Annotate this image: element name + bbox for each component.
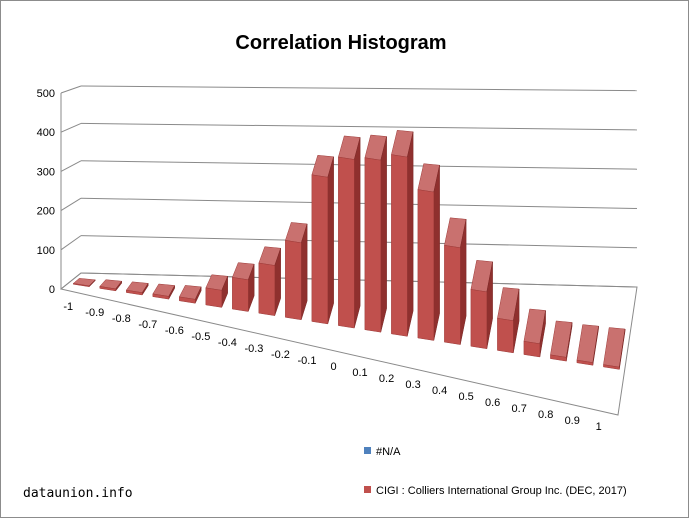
bar-front-face xyxy=(205,287,222,308)
legend-label-na: #N/A xyxy=(376,446,401,458)
bar-side-face xyxy=(380,136,387,333)
bar-0.9 xyxy=(576,324,599,366)
bar--0.5 xyxy=(205,274,229,308)
y-tick-label: 0 xyxy=(49,284,55,296)
y-tick-label: 200 xyxy=(37,206,55,218)
bar--1 xyxy=(72,278,96,288)
x-tick-label: 0.5 xyxy=(458,391,473,403)
legend-swatch-cigi xyxy=(364,486,371,493)
bar-0.4 xyxy=(444,217,467,345)
bar-front-face xyxy=(470,289,488,349)
bar-top-face xyxy=(576,324,599,363)
bar-front-face xyxy=(364,157,382,333)
y-tick-label: 100 xyxy=(37,245,55,257)
y-tick-label: 300 xyxy=(37,166,55,178)
x-axis-ticks: -1 -0.9 -0.8 -0.7 -0.6 -0.5 -0.4 -0.3 -0.2 -0.1 0 0… xyxy=(63,301,601,433)
x-tick-label: 0.4 xyxy=(432,385,447,397)
x-tick-label: -0.4 xyxy=(218,337,237,349)
bar-side-face xyxy=(433,165,440,341)
grid-line-side xyxy=(60,160,82,172)
y-tick-label: 400 xyxy=(37,127,55,139)
bar-side-face xyxy=(327,156,334,324)
bar--0.7 xyxy=(152,283,176,300)
x-tick-label: -0.3 xyxy=(244,343,263,355)
bar--0.9 xyxy=(99,279,123,292)
x-tick-label: -0.1 xyxy=(297,355,316,367)
x-tick-label: -1 xyxy=(63,301,73,313)
bar-front-face xyxy=(258,262,276,316)
bar--0.3 xyxy=(258,246,281,316)
bar-front-face xyxy=(444,245,461,345)
bar-front-face xyxy=(523,341,541,358)
x-tick-label: 0.9 xyxy=(565,415,580,427)
x-tick-label: -0.7 xyxy=(138,319,157,331)
bar-front-face xyxy=(285,240,302,321)
y-tick-label: 500 xyxy=(37,88,55,100)
watermark-text: dataunion.info xyxy=(23,486,133,501)
bar-front-face xyxy=(179,296,196,304)
x-tick-label: 0.6 xyxy=(485,397,500,409)
bar-0.5 xyxy=(470,260,493,349)
x-tick-label: 0.1 xyxy=(352,367,367,379)
bar-front-face xyxy=(497,317,514,354)
x-tick-label: -0.6 xyxy=(165,325,184,337)
bar-front-face xyxy=(603,364,620,370)
bar-front-face xyxy=(73,283,90,287)
grid-line-side xyxy=(60,197,82,212)
bar-top-face xyxy=(550,320,573,358)
bar-front-face xyxy=(550,354,567,362)
x-tick-label: 0.7 xyxy=(512,403,527,415)
bar--0.6 xyxy=(178,285,202,304)
x-tick-label: -0.2 xyxy=(271,349,290,361)
x-tick-label: 0.3 xyxy=(405,379,420,391)
bar-front-face xyxy=(576,359,594,366)
grid-line-side xyxy=(60,85,82,94)
bars xyxy=(72,130,626,370)
grid-line-side xyxy=(60,122,82,133)
bar-front-face xyxy=(311,174,329,325)
grid-line-back xyxy=(80,122,638,131)
bar-0.7 xyxy=(523,308,546,358)
bar-front-face xyxy=(152,293,169,300)
bar-0 xyxy=(338,135,361,329)
chart-title: Correlation Histogram xyxy=(235,32,446,54)
bar-side-face xyxy=(407,131,414,337)
legend-label-cigi: CIGI : Colliers International Group Inc.… xyxy=(376,485,627,497)
grid-line-back xyxy=(80,85,638,92)
bar-front-face xyxy=(126,289,143,296)
y-axis-ticks: 0 100 200 300 400 500 xyxy=(37,88,55,296)
x-tick-label: -0.5 xyxy=(191,331,210,343)
x-tick-label: 0.8 xyxy=(538,409,553,421)
bar-0.8 xyxy=(550,320,573,362)
grid-line-side xyxy=(60,235,82,251)
bar--0.1 xyxy=(311,155,334,325)
bar--0.2 xyxy=(285,222,308,321)
bar-front-face xyxy=(338,156,355,329)
x-tick-label: 1 xyxy=(596,421,602,433)
bar-front-face xyxy=(232,277,249,312)
bar-front-face xyxy=(417,189,435,341)
legend-swatch-na xyxy=(364,447,371,454)
x-tick-label: 0.2 xyxy=(379,373,394,385)
x-tick-label: -0.9 xyxy=(85,307,104,319)
bar-0.6 xyxy=(497,287,520,354)
bar-front-face xyxy=(391,154,408,337)
x-tick-label: -0.8 xyxy=(112,313,131,325)
bar--0.8 xyxy=(125,281,149,296)
bar-top-face xyxy=(603,327,626,368)
bar-0.2 xyxy=(391,130,414,337)
x-tick-label: 0 xyxy=(330,361,336,373)
bar-0.3 xyxy=(417,163,440,341)
bar-front-face xyxy=(99,286,116,292)
bar-side-face xyxy=(354,137,361,329)
bar-0.1 xyxy=(364,134,387,333)
bar-1 xyxy=(603,327,626,370)
floor-outline xyxy=(59,272,638,416)
bar--0.4 xyxy=(231,262,255,312)
